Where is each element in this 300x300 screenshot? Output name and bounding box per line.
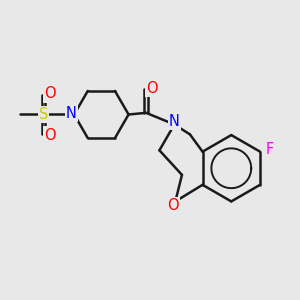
Text: O: O — [167, 198, 178, 213]
Text: F: F — [266, 142, 274, 158]
Text: O: O — [146, 81, 158, 96]
Text: O: O — [44, 128, 56, 142]
Text: N: N — [66, 106, 77, 121]
Text: O: O — [44, 86, 56, 101]
Text: S: S — [39, 107, 48, 122]
Text: N: N — [169, 114, 180, 129]
